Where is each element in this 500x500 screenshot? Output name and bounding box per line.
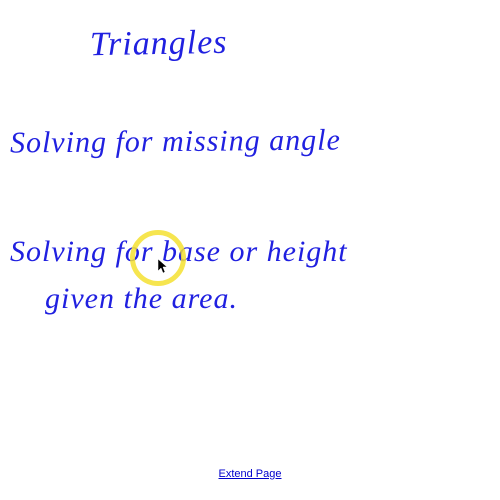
page-title: Triangles xyxy=(90,24,228,64)
topic-line-1: Solving for missing angle xyxy=(10,124,341,161)
extend-page-link[interactable]: Extend Page xyxy=(219,468,282,480)
topic-line-3: given the area. xyxy=(45,282,238,316)
whiteboard-canvas: Triangles Solving for missing angle Solv… xyxy=(0,0,500,500)
topic-line-2: Solving for base or height xyxy=(10,235,348,269)
